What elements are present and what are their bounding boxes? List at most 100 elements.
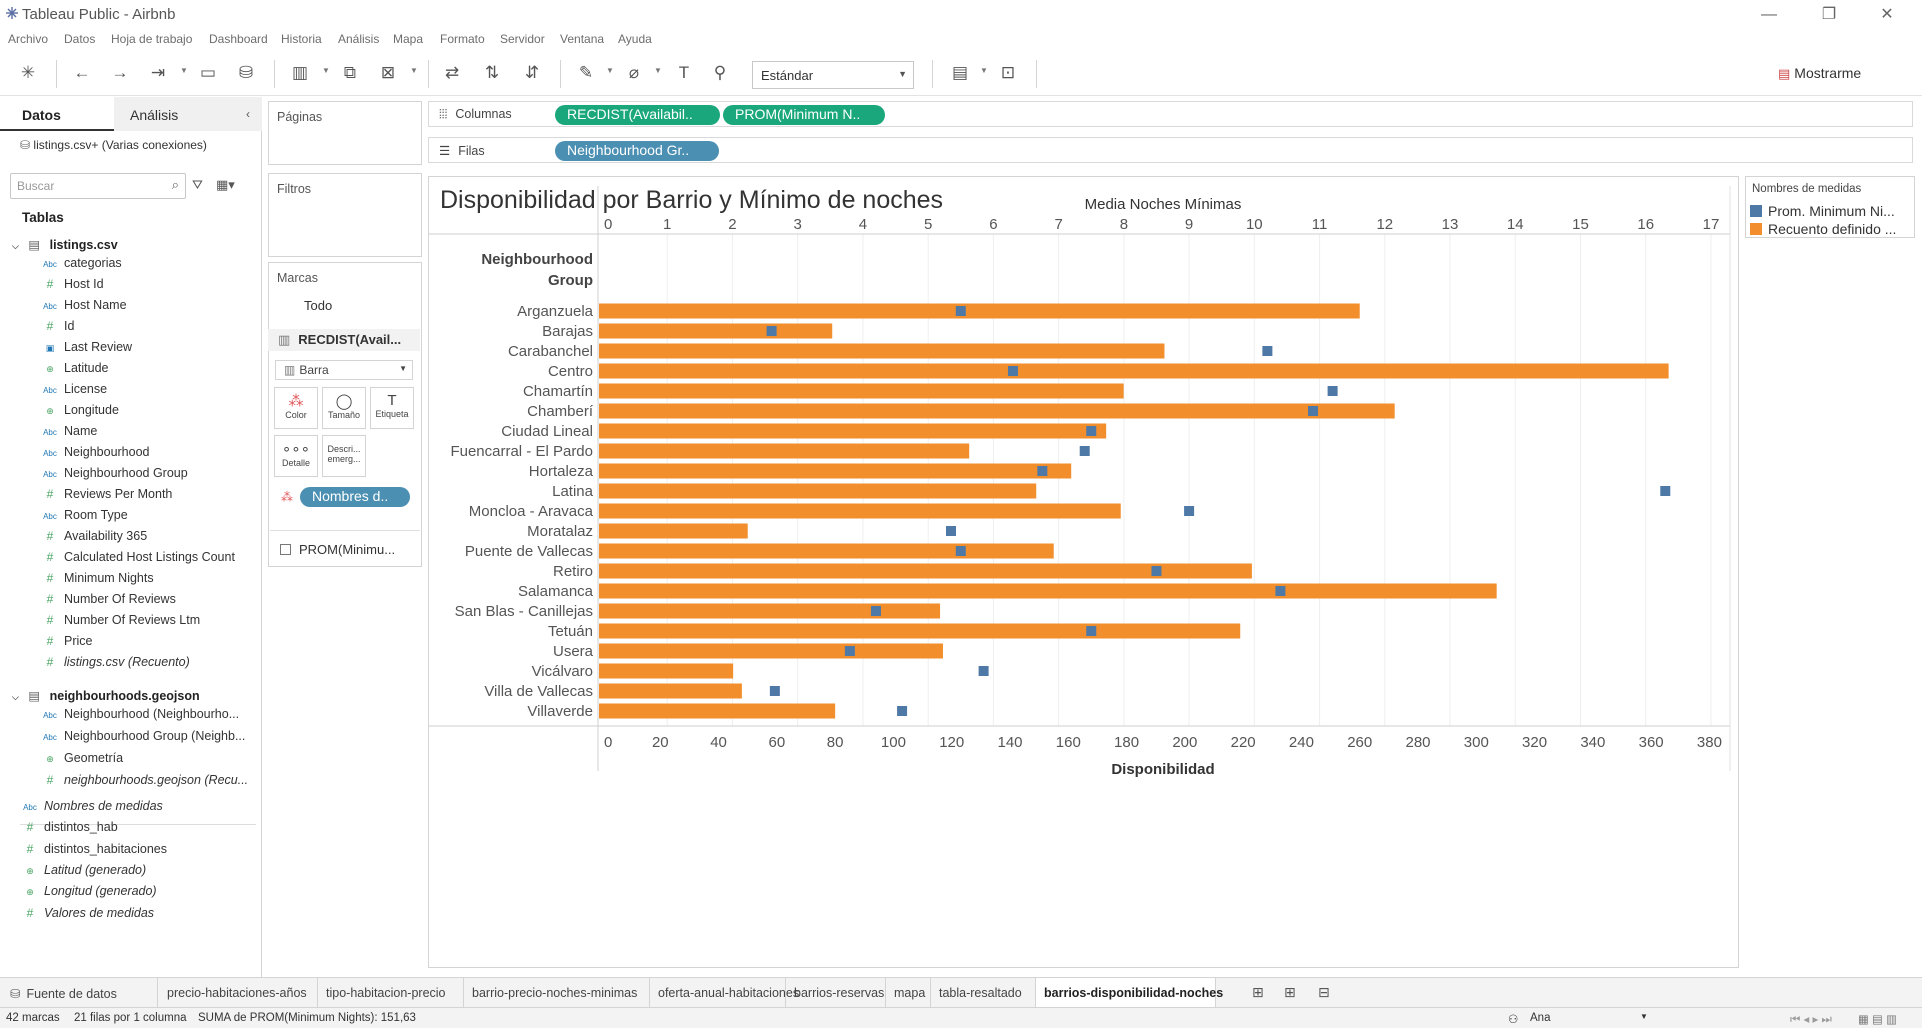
field-item[interactable]: # Valores de medidas <box>22 906 250 926</box>
field-item[interactable]: Abc Neighbourhood Group (Neighb... <box>42 729 250 749</box>
field-item[interactable]: ⊕ Geometría <box>42 751 250 771</box>
restore-icon[interactable]: ❐ <box>1821 6 1837 23</box>
pill-recdist[interactable]: RECDIST(Availabil.. <box>555 105 720 125</box>
new-dashboard-icon[interactable]: ⊞ <box>1284 984 1296 1000</box>
field-item[interactable]: # Reviews Per Month <box>42 487 250 507</box>
fit-select[interactable]: Estándar ▼ <box>752 61 914 89</box>
view-mode-icon[interactable]: ▦ ▤ ▥ <box>1858 1014 1897 1026</box>
new-data-source-icon[interactable]: ⛁ <box>238 63 254 82</box>
field-item[interactable]: # Number Of Reviews Ltm <box>42 613 250 633</box>
group-icon[interactable]: ⌀ <box>628 63 640 82</box>
field-item[interactable]: Abc categorias <box>42 256 250 276</box>
pages-card[interactable]: Páginas <box>268 101 422 165</box>
table-listings[interactable]: ⌵ ▤ listings.csv <box>12 237 118 252</box>
menu-ayuda[interactable]: Ayuda <box>618 32 652 46</box>
sheet-tab[interactable]: barrio-precio-noches-minimas <box>464 978 650 1008</box>
menu-historia[interactable]: Historia <box>281 32 322 46</box>
show-me-button[interactable]: ▤ Mostrarme <box>1778 65 1861 82</box>
menu-formato[interactable]: Formato <box>440 32 485 46</box>
pill-prom[interactable]: PROM(Minimum N.. <box>723 105 885 125</box>
clear-sheet-icon[interactable]: ⊠ <box>380 63 396 82</box>
view-options-icon[interactable]: ▦▾ <box>216 177 235 192</box>
menu-mapa[interactable]: Mapa <box>393 32 424 46</box>
field-item[interactable]: # Id <box>42 319 250 339</box>
field-item[interactable]: Abc Nombres de medidas <box>22 799 250 819</box>
search-input[interactable]: Buscar ⌕ <box>10 173 186 199</box>
chevron-down-icon[interactable]: ▼ <box>980 66 988 75</box>
tableau-home-icon[interactable]: ✳ <box>20 63 36 82</box>
minimize-icon[interactable]: — <box>1761 6 1777 23</box>
chevron-down-icon[interactable]: ▼ <box>606 66 614 75</box>
redo-icon[interactable]: → <box>111 63 129 82</box>
field-item[interactable]: Abc Neighbourhood <box>42 445 250 465</box>
columns-shelf[interactable]: ⦙⦙⦙ Columnas RECDIST(Availabil.. PROM(Min… <box>428 101 1913 127</box>
field-item[interactable]: Abc Room Type <box>42 508 250 528</box>
collapse-pane-icon[interactable]: ‹ <box>246 107 250 121</box>
swap-rows-columns-icon[interactable]: ⇄ <box>444 63 460 82</box>
undo-icon[interactable]: ← <box>73 63 91 82</box>
detail-button[interactable]: ∘∘∘ Detalle <box>274 435 318 477</box>
field-item[interactable]: # distintos_habitaciones <box>22 842 250 862</box>
label-button[interactable]: T Etiqueta <box>370 387 414 429</box>
sheet-tab[interactable]: precio-habitaciones-años <box>159 978 318 1008</box>
legend-item[interactable]: Prom. Minimum Ni... <box>1750 203 1910 219</box>
field-item[interactable]: Abc Name <box>42 424 250 444</box>
data-source-tab[interactable]: ⛁ Fuente de datos <box>0 978 158 1008</box>
pill-neighbourhood-group[interactable]: Neighbourhood Gr.. <box>555 141 719 161</box>
field-item[interactable]: # Calculated Host Listings Count <box>42 550 250 570</box>
field-item[interactable]: ⊕ Latitud (generado) <box>22 863 250 883</box>
menu-servidor[interactable]: Servidor <box>500 32 545 46</box>
presentation-mode-icon[interactable]: ⊡ <box>1000 63 1016 82</box>
marks-all-row[interactable]: Todo <box>268 298 420 313</box>
highlight-icon[interactable]: ✎ <box>578 63 594 82</box>
field-item[interactable]: Abc Neighbourhood (Neighbourho... <box>42 707 250 727</box>
mark-type-select[interactable]: ▥ Barra ▼ <box>275 360 413 380</box>
duplicate-sheet-icon[interactable]: ⧉ <box>343 63 357 82</box>
field-item[interactable]: Abc License <box>42 382 250 402</box>
sheet-tab[interactable]: barrios-reservas <box>786 978 886 1008</box>
menu-hoja-de-trabajo[interactable]: Hoja de trabajo <box>111 32 193 46</box>
show-labels-icon[interactable]: T <box>678 63 690 82</box>
filter-icon[interactable]: ⛛ <box>192 177 203 192</box>
new-story-icon[interactable]: ⊟ <box>1318 984 1330 1000</box>
field-item[interactable]: # neighbourhoods.geojson (Recu... <box>42 773 250 793</box>
field-item[interactable]: Abc Host Name <box>42 298 250 318</box>
data-connection[interactable]: ⛁ listings.csv+ (Varias conexiones) <box>20 138 207 152</box>
sort-ascending-icon[interactable]: ⇅ <box>484 63 500 82</box>
field-item[interactable]: ▣ Last Review <box>42 340 250 360</box>
sheet-tab[interactable]: oferta-anual-habitaciones <box>650 978 799 1008</box>
new-worksheet-icon[interactable]: ▥ <box>291 63 309 82</box>
chevron-down-icon[interactable]: ▼ <box>1640 1012 1648 1021</box>
legend-item[interactable]: Recuento definido ... <box>1750 221 1910 237</box>
field-item[interactable]: Abc Neighbourhood Group <box>42 466 250 486</box>
field-item[interactable]: ⊕ Longitud (generado) <box>22 884 250 904</box>
sheet-tab[interactable]: mapa <box>886 978 931 1008</box>
menu-archivo[interactable]: Archivo <box>8 32 49 46</box>
field-item[interactable]: ⊕ Longitude <box>42 403 250 423</box>
menu-ventana[interactable]: Ventana <box>560 32 605 46</box>
menu-datos[interactable]: Datos <box>64 32 96 46</box>
rows-shelf[interactable]: ☰ Filas Neighbourhood Gr.. <box>428 137 1913 163</box>
field-item[interactable]: ⊕ Latitude <box>42 361 250 381</box>
table-neighbourhoods[interactable]: ⌵ ▤ neighbourhoods.geojson <box>12 688 200 703</box>
save-icon[interactable]: ▭ <box>199 63 217 82</box>
chevron-down-icon[interactable]: ▼ <box>654 66 662 75</box>
status-user[interactable]: Ana <box>1530 1012 1551 1024</box>
tooltip-button[interactable]: Descri... emerg... <box>322 435 366 477</box>
sheet-tab[interactable]: tipo-habitacion-precio <box>318 978 464 1008</box>
show-cards-icon[interactable]: ▤ <box>951 63 969 82</box>
replay-icon[interactable]: ⇥ <box>150 63 166 82</box>
close-icon[interactable]: ✕ <box>1880 6 1894 23</box>
chevron-down-icon[interactable]: ▼ <box>180 66 188 75</box>
menu-dashboard[interactable]: Dashboard <box>209 32 268 46</box>
sheet-tab[interactable]: barrios-disponibilidad-noches <box>1036 978 1223 1008</box>
tab-analisis[interactable]: Análisis <box>114 97 262 131</box>
field-item[interactable]: # Price <box>42 634 250 654</box>
pill-measure-names[interactable]: Nombres d.. <box>300 487 410 507</box>
pagination-icon[interactable]: ⏮ ◂ ▸ ⏭ <box>1790 1014 1832 1026</box>
sort-descending-icon[interactable]: ⇵ <box>524 63 540 82</box>
marks-prom-row[interactable]: PROM(Minimu... <box>268 542 420 557</box>
field-item[interactable]: # listings.csv (Recuento) <box>42 655 250 675</box>
new-worksheet-icon[interactable]: ⊞ <box>1252 984 1264 1000</box>
field-item[interactable]: # distintos_hab <box>22 820 250 840</box>
